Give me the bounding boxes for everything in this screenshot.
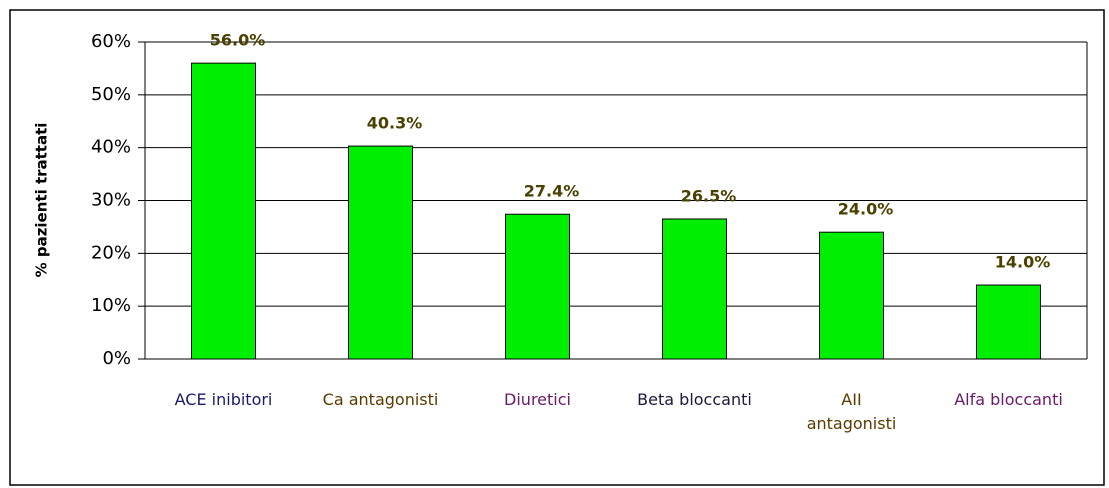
chart-frame <box>9 9 1105 486</box>
y-axis-label: % pazienti trattati <box>33 123 51 278</box>
y-tick-label: 40% <box>91 137 131 158</box>
bar <box>191 62 256 360</box>
value-label: 26.5% <box>681 186 737 205</box>
x-tick-label: ACE inibitori <box>174 390 273 409</box>
x-tick-label: Beta bloccanti <box>637 390 752 409</box>
bar <box>505 213 570 360</box>
x-tick-label: Alfa bloccanti <box>954 390 1063 409</box>
value-label: 56.0% <box>210 31 266 50</box>
y-tick-label: 50% <box>91 84 131 105</box>
value-label: 40.3% <box>367 114 423 133</box>
bar <box>348 145 413 360</box>
x-tick-label: AII antagonisti <box>806 390 897 433</box>
y-tick-label: 10% <box>91 295 131 316</box>
value-label: 24.0% <box>838 200 894 219</box>
bar <box>819 231 884 360</box>
bar <box>976 284 1041 360</box>
y-tick-label: 60% <box>91 31 131 52</box>
y-tick-label: 20% <box>91 242 131 263</box>
value-label: 14.0% <box>995 253 1051 272</box>
y-tick-label: 30% <box>91 190 131 211</box>
bar <box>662 218 727 360</box>
y-tick-label: 0% <box>102 348 131 369</box>
x-tick-label: Ca antagonisti <box>322 390 439 409</box>
value-label: 27.4% <box>524 182 580 201</box>
x-tick-label: Diuretici <box>504 390 571 409</box>
